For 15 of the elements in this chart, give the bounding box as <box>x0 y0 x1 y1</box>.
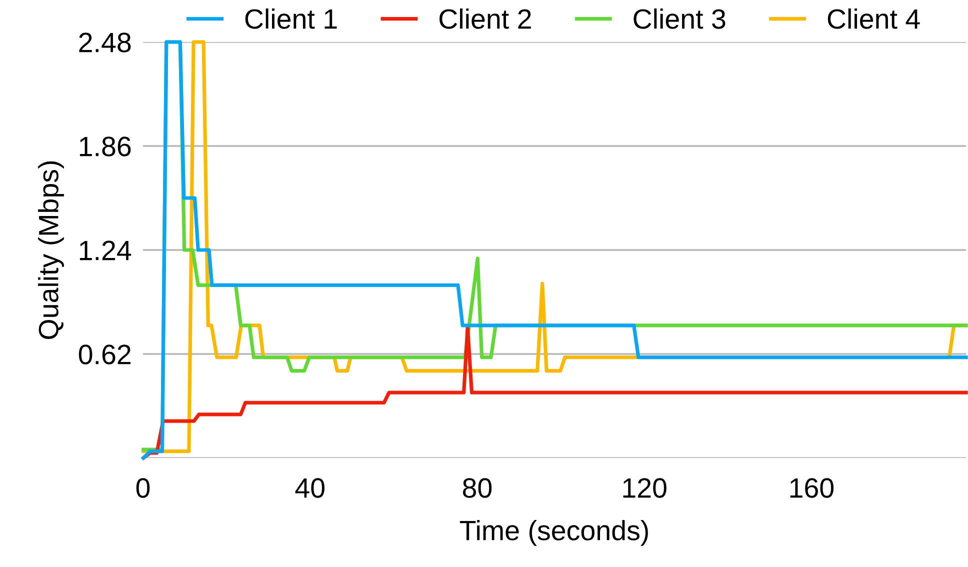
y-tick-label: 2.48 <box>79 32 131 52</box>
legend-label: Client 2 <box>440 8 531 29</box>
legend-label: Client 1 <box>245 8 337 29</box>
x-tick-label: 0 <box>136 478 150 498</box>
x-tick-label: 80 <box>462 478 492 498</box>
legend-label: Client 3 <box>634 8 726 29</box>
y-tick-label: 0.62 <box>78 344 130 364</box>
y-axis-title: Quality (Mbps) <box>38 161 64 339</box>
x-axis-title: Time (seconds) <box>460 520 648 546</box>
y-tick-label: 1.24 <box>80 240 132 260</box>
x-tick-label: 40 <box>295 478 324 498</box>
x-tick-label: 120 <box>623 478 666 498</box>
x-tick-label: 160 <box>790 478 834 498</box>
legend-label: Client 4 <box>828 8 920 29</box>
y-tick-label: 1.86 <box>80 136 131 156</box>
